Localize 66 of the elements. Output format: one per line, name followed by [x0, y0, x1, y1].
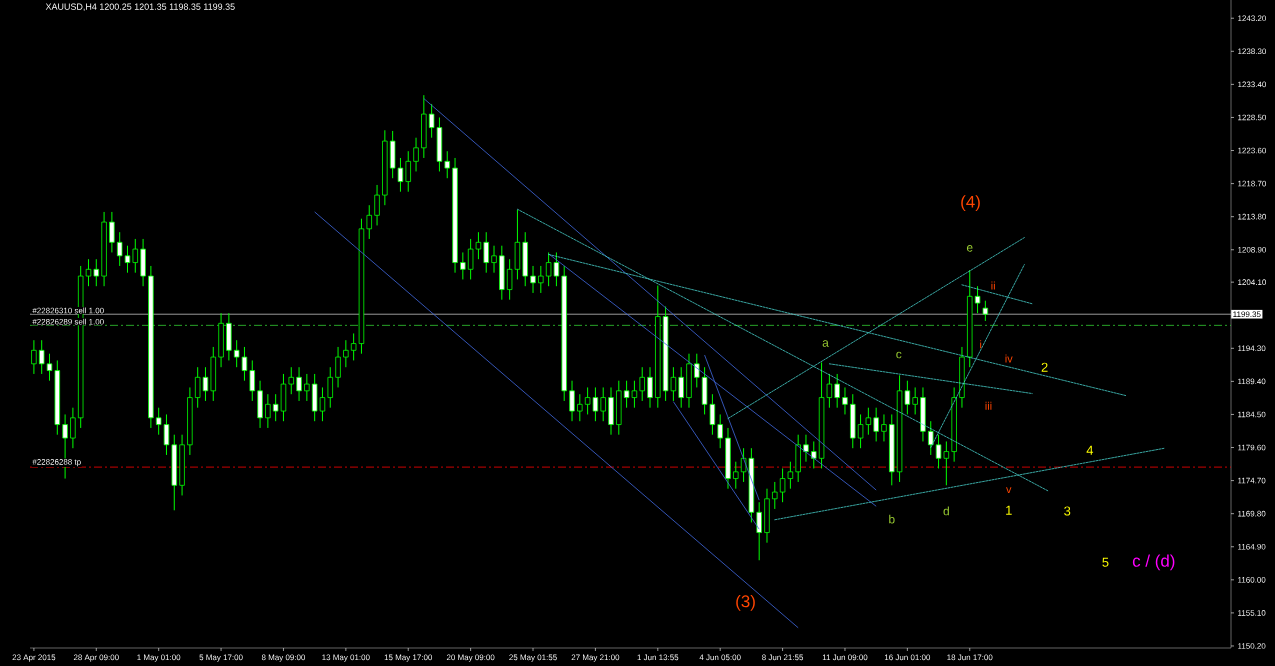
candlestick: [639, 366, 645, 402]
candlestick: [132, 238, 139, 274]
candlestick: [288, 366, 294, 395]
candlestick: [600, 386, 606, 422]
candlestick: [530, 265, 536, 294]
candlestick: [974, 285, 981, 314]
candlestick: [569, 380, 575, 422]
candlestick: [109, 211, 115, 253]
candlestick: [343, 339, 349, 368]
candlestick: [647, 366, 653, 409]
candlestick: [928, 420, 934, 456]
candlestick: [772, 481, 778, 510]
candlestick: [38, 339, 45, 375]
annotation: c / (d): [1132, 554, 1175, 571]
candlestick: [249, 359, 256, 402]
annotation: v: [1006, 487, 1012, 493]
candlestick: [834, 373, 840, 409]
candlestick: [842, 386, 848, 415]
candlestick: [803, 434, 809, 463]
candlestick: [756, 501, 762, 561]
annotation: 3: [1064, 506, 1071, 516]
candlestick: [538, 265, 544, 294]
annotation: (3): [736, 594, 755, 611]
annotation: iii: [985, 401, 992, 410]
annotation: i: [980, 340, 982, 349]
annotation: (4): [961, 195, 980, 212]
candlestick: [460, 251, 466, 280]
candlestick: [491, 245, 497, 274]
annotation: 4: [1086, 445, 1094, 455]
candlestick: [85, 258, 92, 287]
candlestick: [733, 461, 739, 490]
annotation: a: [822, 340, 829, 347]
annotation: 5: [1102, 557, 1109, 567]
candlestick: [405, 150, 411, 193]
candlestick: [31, 339, 37, 375]
candlestick: [881, 413, 887, 442]
annotation: e: [966, 245, 973, 252]
annotation: d: [943, 506, 949, 516]
chart-title: XAUUSD,H4 1200.25 1201.35 1198.35 1199.35: [45, 3, 235, 11]
annotation: b: [889, 514, 895, 524]
candlestick: [374, 184, 380, 226]
candlestick: [304, 373, 310, 402]
annotation: c: [896, 351, 902, 359]
candlestick: [717, 413, 723, 449]
candlestick: [873, 407, 879, 442]
candlestick: [577, 393, 583, 422]
annotation: ii: [991, 281, 995, 290]
candlestick: [70, 407, 76, 449]
candlestick: [483, 231, 489, 274]
candlestick: [366, 204, 372, 240]
candlestick: [265, 393, 271, 429]
annotation: 1: [1006, 505, 1012, 515]
annotation: 2: [1041, 362, 1048, 372]
candlestick: [811, 440, 817, 469]
candlestick: [335, 346, 341, 388]
candlestick: [678, 366, 684, 409]
candlestick: [296, 366, 302, 402]
candlestick: [46, 353, 53, 382]
candlestick: [982, 300, 989, 322]
candlestick: [413, 137, 419, 172]
candlestick: [912, 386, 918, 415]
candlestick: [327, 366, 333, 409]
candlestick: [444, 150, 450, 179]
candlestick: [694, 353, 700, 388]
annotation: iv: [1005, 354, 1013, 363]
candlestick: [93, 258, 100, 287]
